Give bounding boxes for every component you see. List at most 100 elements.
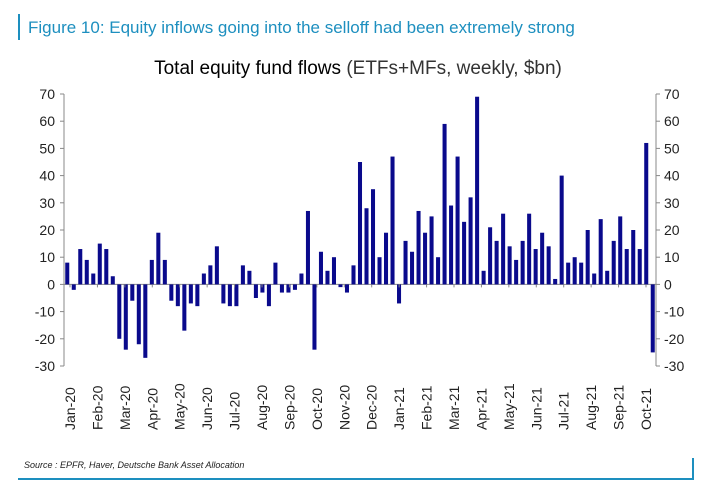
bar xyxy=(370,189,376,285)
bar xyxy=(631,230,636,285)
bar xyxy=(579,262,584,285)
bar xyxy=(305,210,310,285)
bar xyxy=(331,257,336,285)
bar xyxy=(527,213,532,285)
bar xyxy=(488,227,493,285)
x-tick-label: Jul-21 xyxy=(556,392,572,430)
y-tick-label-left: -20 xyxy=(35,331,55,347)
bar xyxy=(468,197,473,285)
bar xyxy=(605,270,610,285)
bar xyxy=(533,249,538,285)
bar xyxy=(416,210,421,285)
bar xyxy=(136,284,141,345)
bar xyxy=(344,284,350,293)
y-tick-label-right: 10 xyxy=(664,249,680,265)
bar xyxy=(71,284,76,290)
bar xyxy=(455,156,460,285)
bar xyxy=(91,273,96,285)
frame-bottom-line xyxy=(18,478,694,480)
bar xyxy=(397,284,402,304)
bar xyxy=(286,284,291,293)
bar xyxy=(351,265,356,285)
bar xyxy=(357,162,363,285)
y-tick-label-right: 30 xyxy=(664,195,680,211)
bar xyxy=(572,257,577,285)
bar xyxy=(377,257,382,285)
x-tick-label: Mar-21 xyxy=(446,385,462,430)
bar xyxy=(338,284,343,288)
bar xyxy=(253,284,258,298)
frame-left-accent xyxy=(18,14,20,40)
x-tick-label: Jul-20 xyxy=(227,392,243,430)
bar xyxy=(507,246,512,285)
bar xyxy=(637,249,642,285)
bar xyxy=(598,219,603,285)
y-tick-label-left: 60 xyxy=(39,113,55,129)
frame-right-accent xyxy=(692,458,694,480)
x-tick-label: May-21 xyxy=(501,383,517,430)
bar xyxy=(403,240,408,285)
bar xyxy=(130,284,135,301)
bar xyxy=(644,142,649,285)
y-tick-label-right: -10 xyxy=(664,304,684,320)
y-tick-label-left: 40 xyxy=(39,168,55,184)
bar xyxy=(143,284,148,358)
y-tick-label-right: 60 xyxy=(664,113,680,129)
x-tick-label: Jan-20 xyxy=(62,387,78,430)
x-tick-label: Dec-20 xyxy=(364,385,380,430)
x-tick-label: Feb-21 xyxy=(419,385,435,430)
bar xyxy=(364,208,369,285)
bar xyxy=(475,96,480,285)
bar xyxy=(227,284,232,307)
bar xyxy=(501,213,506,285)
bar xyxy=(520,240,525,285)
bar xyxy=(156,232,161,285)
y-tick-label-right: 40 xyxy=(664,168,680,184)
source-note: Source : EPFR, Haver, Deutsche Bank Asse… xyxy=(24,460,245,470)
bar xyxy=(123,284,128,350)
bar xyxy=(214,246,219,285)
bar xyxy=(494,240,499,285)
chart-title-main: Total equity fund flows xyxy=(154,58,342,79)
bar xyxy=(292,284,297,290)
x-tick-label: Aug-20 xyxy=(254,385,270,430)
bar xyxy=(175,284,180,307)
chart-title: Total equity fund flows (ETFs+MFs, weekl… xyxy=(0,58,716,80)
bar xyxy=(97,243,102,285)
bar xyxy=(240,265,245,285)
bar xyxy=(546,246,551,285)
y-tick-label-right: 70 xyxy=(664,86,680,102)
figure-title: Figure 10: Equity inflows going into the… xyxy=(28,18,575,37)
bar xyxy=(559,175,564,285)
x-tick-label: Nov-20 xyxy=(336,385,352,430)
bar xyxy=(318,251,323,285)
x-tick-label: Oct-20 xyxy=(309,388,325,430)
x-tick-label: Apr-20 xyxy=(144,388,160,430)
bar xyxy=(78,249,83,285)
y-tick-label-right: 20 xyxy=(664,222,680,238)
y-tick-label-right: -30 xyxy=(664,358,684,374)
bar xyxy=(481,270,486,285)
bar xyxy=(104,249,109,285)
bar xyxy=(566,262,571,285)
bar xyxy=(449,205,454,285)
y-tick-label-left: 30 xyxy=(39,195,55,211)
bar xyxy=(553,278,558,285)
bar xyxy=(162,259,167,285)
bar xyxy=(279,284,284,293)
bar xyxy=(247,270,252,285)
y-tick-label-left: -10 xyxy=(35,304,55,320)
bar xyxy=(540,232,545,285)
y-tick-label-left: 20 xyxy=(39,222,55,238)
bar xyxy=(442,123,447,285)
y-tick-label-right: 0 xyxy=(664,276,672,292)
bar xyxy=(325,270,330,285)
bar xyxy=(234,284,239,307)
bar xyxy=(273,262,278,285)
bar xyxy=(201,273,206,285)
bar xyxy=(188,284,193,304)
chart-subtitle: (ETFs+MFs, weekly, $bn) xyxy=(346,58,562,79)
bar xyxy=(384,232,389,285)
bar xyxy=(585,230,590,285)
